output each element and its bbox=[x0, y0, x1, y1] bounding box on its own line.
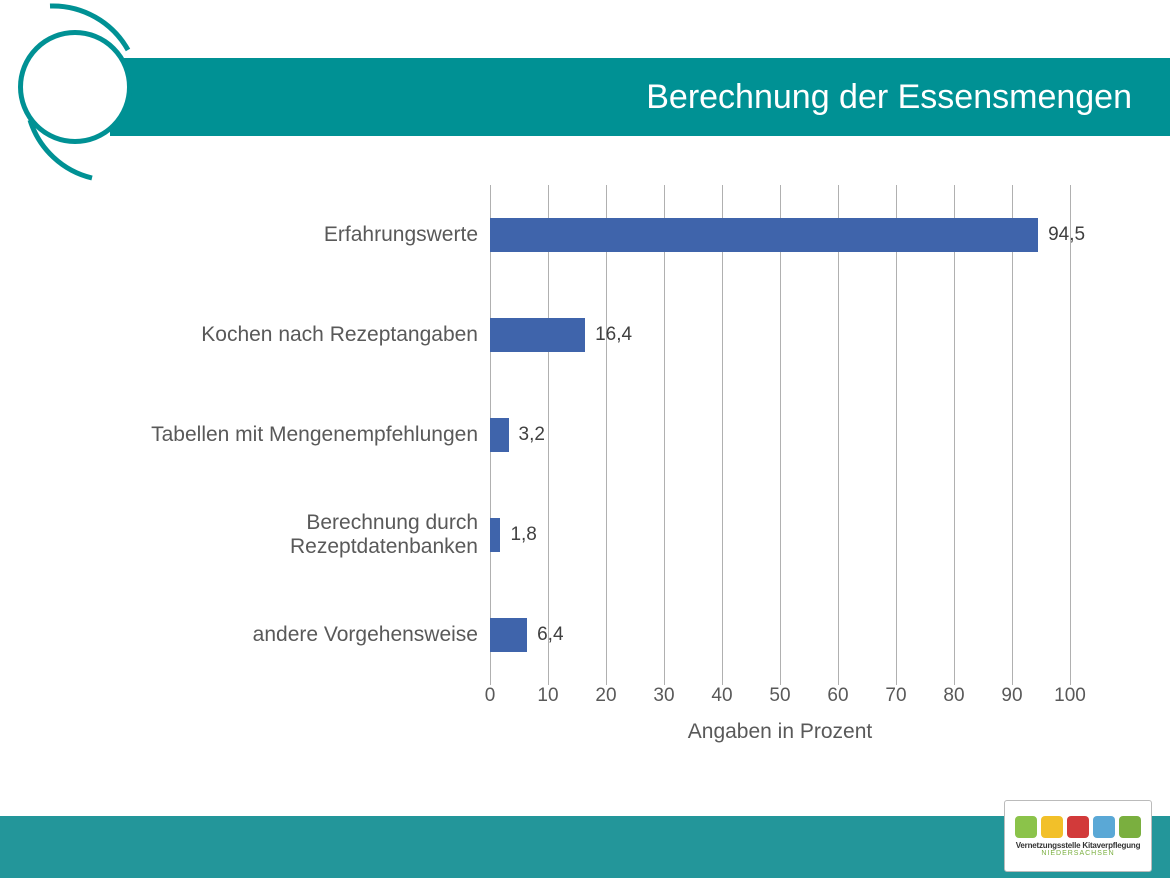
x-tick-label: 40 bbox=[702, 685, 742, 707]
bar bbox=[490, 418, 509, 452]
bar-value-label: 6,4 bbox=[527, 618, 563, 652]
x-tick-label: 20 bbox=[586, 685, 626, 707]
x-tick-label: 10 bbox=[528, 685, 568, 707]
category-label: Tabellen mit Mengenempfehlungen bbox=[120, 423, 478, 447]
category-label: Kochen nach Rezeptangaben bbox=[120, 323, 478, 347]
bar bbox=[490, 218, 1038, 252]
logo-chip-icon bbox=[1093, 816, 1115, 838]
footer-logo: Vernetzungsstelle Kitaverpflegung NIEDER… bbox=[1004, 800, 1152, 872]
logo-chip-icon bbox=[1119, 816, 1141, 838]
bar bbox=[490, 318, 585, 352]
page-title: Berechnung der Essensmengen bbox=[646, 78, 1132, 117]
x-tick-label: 80 bbox=[934, 685, 974, 707]
logo-chip-icon bbox=[1041, 816, 1063, 838]
decorative-circle-icon bbox=[18, 30, 132, 144]
x-tick-label: 90 bbox=[992, 685, 1032, 707]
category-label: Erfahrungswerte bbox=[120, 223, 478, 247]
logo-text-line1: Vernetzungsstelle Kitaverpflegung bbox=[1016, 841, 1141, 850]
logo-chip-icon bbox=[1015, 816, 1037, 838]
header-band: Berechnung der Essensmengen bbox=[110, 58, 1170, 136]
chart-row: andere Vorgehensweise6,4 bbox=[490, 585, 1070, 685]
category-label: Berechnung durch Rezeptdatenbanken bbox=[120, 511, 478, 559]
footer-band bbox=[0, 816, 1170, 878]
bar-value-label: 94,5 bbox=[1038, 218, 1085, 252]
logo-icon-row bbox=[1015, 816, 1141, 838]
bar-value-label: 16,4 bbox=[585, 318, 632, 352]
x-tick-label: 30 bbox=[644, 685, 684, 707]
chart-plot-area: Erfahrungswerte94,5Kochen nach Rezeptang… bbox=[490, 185, 1070, 685]
x-tick-label: 70 bbox=[876, 685, 916, 707]
bar bbox=[490, 618, 527, 652]
chart-row: Berechnung durch Rezeptdatenbanken1,8 bbox=[490, 485, 1070, 585]
x-axis-label: Angaben in Prozent bbox=[490, 720, 1070, 744]
chart-row: Tabellen mit Mengenempfehlungen3,2 bbox=[490, 385, 1070, 485]
gridline bbox=[1070, 185, 1071, 685]
bar-value-label: 3,2 bbox=[509, 418, 545, 452]
bar-chart: Erfahrungswerte94,5Kochen nach Rezeptang… bbox=[120, 175, 1130, 765]
bar bbox=[490, 518, 500, 552]
chart-row: Erfahrungswerte94,5 bbox=[490, 185, 1070, 285]
x-tick-label: 100 bbox=[1050, 685, 1090, 707]
logo-chip-icon bbox=[1067, 816, 1089, 838]
x-tick-label: 50 bbox=[760, 685, 800, 707]
logo-text-line2: NIEDERSACHSEN bbox=[1041, 850, 1114, 857]
bar-value-label: 1,8 bbox=[500, 518, 536, 552]
x-tick-label: 0 bbox=[470, 685, 510, 707]
x-tick-label: 60 bbox=[818, 685, 858, 707]
chart-row: Kochen nach Rezeptangaben16,4 bbox=[490, 285, 1070, 385]
category-label: andere Vorgehensweise bbox=[120, 623, 478, 647]
